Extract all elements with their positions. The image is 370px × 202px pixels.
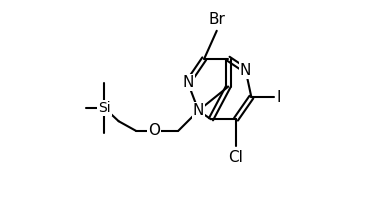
- Text: N: N: [182, 75, 194, 90]
- Text: I: I: [276, 90, 281, 105]
- Text: Si: Si: [98, 101, 111, 115]
- Text: O: O: [148, 123, 160, 138]
- Text: N: N: [193, 103, 204, 118]
- Text: Cl: Cl: [229, 150, 243, 165]
- Text: Br: Br: [208, 12, 225, 27]
- Text: N: N: [240, 63, 251, 78]
